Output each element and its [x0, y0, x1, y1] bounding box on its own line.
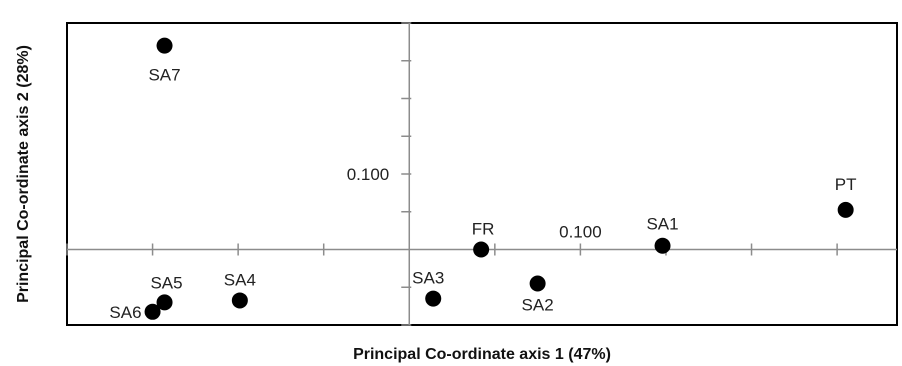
point-label: SA6: [109, 303, 141, 322]
data-point: [144, 303, 161, 320]
data-point: [156, 37, 173, 54]
x-axis-title: Principal Co-ordinate axis 1 (47%): [353, 346, 611, 363]
point-label: SA3: [412, 269, 444, 288]
point-labels: SA7 PT SA1 FR SA2 SA3 SA4 SA5 SA6: [109, 66, 856, 322]
data-point: [473, 241, 490, 258]
point-label: SA2: [522, 295, 554, 314]
data-points: [144, 37, 854, 320]
x-tick-label: 0.100: [559, 223, 602, 242]
y-axis-title: Principal Co-ordinate axis 2 (28%): [15, 45, 32, 303]
data-point: [156, 294, 173, 311]
data-point: [231, 292, 248, 309]
data-point: [654, 237, 671, 254]
point-label: FR: [472, 220, 495, 239]
plot-frame: [66, 22, 898, 326]
data-point: [837, 201, 854, 218]
axes: [66, 22, 897, 326]
data-point: [425, 290, 442, 307]
y-tick-label: 0.100: [347, 165, 390, 184]
data-point: [529, 275, 546, 292]
point-label: PT: [835, 175, 857, 194]
point-label: SA1: [646, 215, 678, 234]
point-label: SA5: [150, 273, 182, 292]
tick-labels: 0.100 0.100: [347, 165, 602, 242]
point-label: SA7: [148, 66, 180, 85]
point-label: SA4: [224, 270, 256, 289]
